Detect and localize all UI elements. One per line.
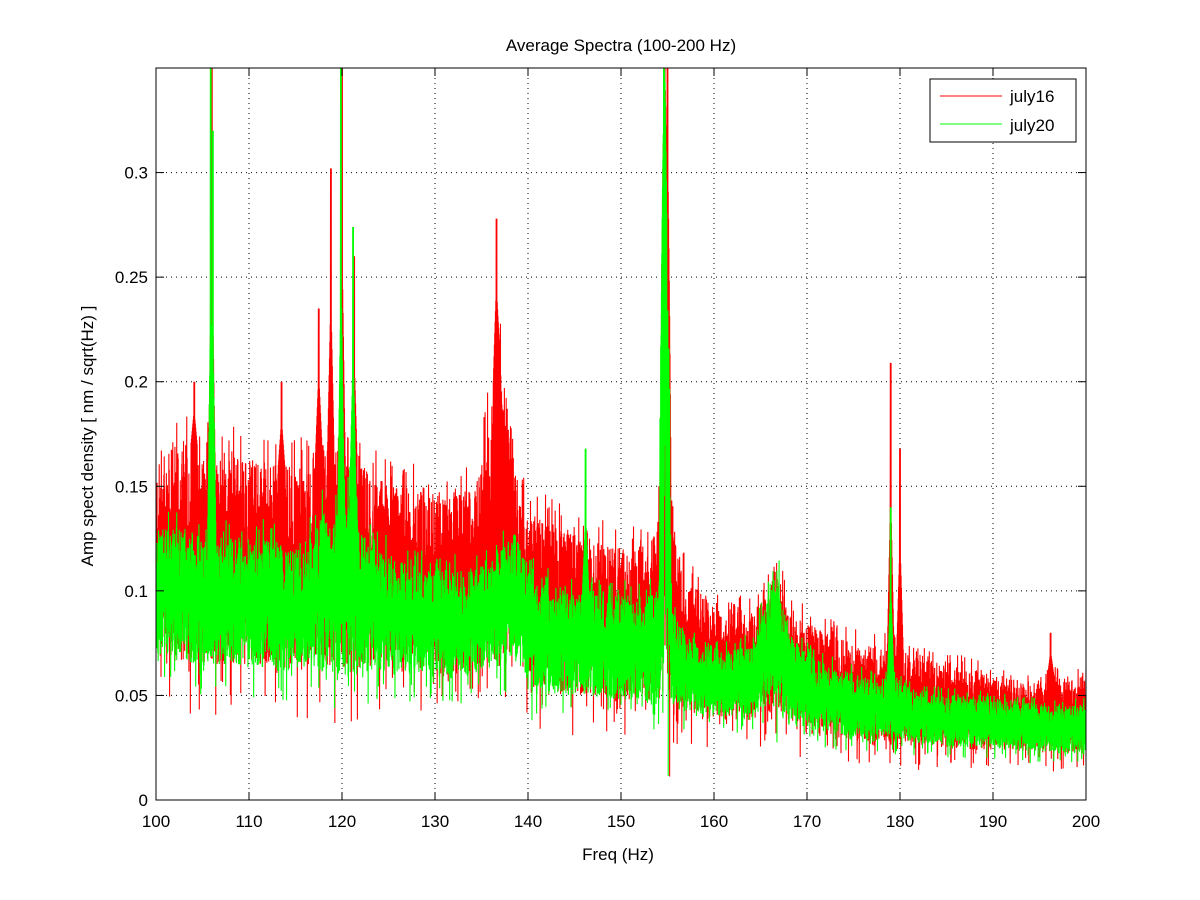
- y-tick-label: 0: [139, 791, 148, 810]
- y-tick-label: 0.1: [124, 582, 148, 601]
- x-tick-label: 170: [793, 812, 821, 831]
- x-tick-label: 180: [886, 812, 914, 831]
- legend-label-july16: july16: [1009, 87, 1054, 106]
- legend-label-july20: july20: [1009, 116, 1054, 135]
- x-tick-label: 150: [607, 812, 635, 831]
- y-axis-title: Amp spect density [ nm / sqrt(Hz) ]: [78, 306, 97, 567]
- y-tick-label: 0.3: [124, 164, 148, 183]
- series-layer: [156, 68, 1086, 777]
- legend: july16 july20: [929, 78, 1077, 143]
- x-tick-label: 200: [1072, 812, 1100, 831]
- chart-title: Average Spectra (100-200 Hz): [506, 36, 736, 55]
- legend-box: [929, 78, 1077, 143]
- y-tick-label: 0.15: [115, 477, 148, 496]
- x-tick-label: 160: [700, 812, 728, 831]
- x-tick-label: 110: [235, 812, 262, 831]
- y-tick-label: 0.2: [124, 373, 148, 392]
- x-tick-label: 140: [514, 812, 542, 831]
- series-july20: [156, 68, 1086, 776]
- x-tick-label: 190: [979, 812, 1007, 831]
- y-tick-label: 0.25: [115, 268, 148, 287]
- x-tick-label: 100: [142, 812, 170, 831]
- axis-ticks: 100 110 120 130 140 150 160 170 180 190 200 0 0.05 0.…: [115, 68, 1100, 831]
- y-tick-label: 0.05: [115, 686, 148, 705]
- x-axis-title: Freq (Hz): [582, 845, 654, 864]
- x-tick-label: 130: [421, 812, 449, 831]
- x-tick-label: 120: [328, 812, 356, 831]
